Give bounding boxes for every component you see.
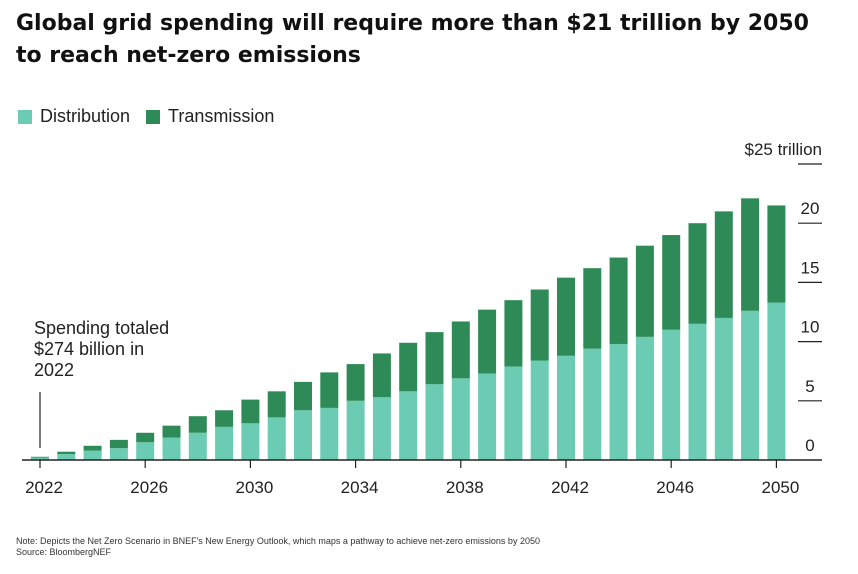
bar-distribution-2049 [741, 310, 760, 460]
footnote: Note: Depicts the Net Zero Scenario in B… [16, 536, 540, 558]
bar-transmission-2038 [451, 321, 470, 379]
bar-distribution-2026 [136, 442, 155, 460]
x-tick-label: 2034 [341, 478, 379, 497]
y-tick-label: 20 [801, 199, 820, 218]
bar-transmission-2046 [662, 235, 681, 330]
annotation-line: Spending totaled [34, 318, 170, 338]
bar-distribution-2029 [215, 426, 234, 460]
bar-transmission-2048 [714, 211, 733, 318]
bar-transmission-2039 [478, 309, 497, 374]
bar-transmission-2044 [609, 257, 628, 344]
legend-swatch-distribution [18, 109, 32, 124]
bar-distribution-2023 [57, 454, 76, 460]
bar-transmission-2049 [741, 198, 760, 311]
bar-distribution-2042 [557, 355, 575, 460]
chart-title: Global grid spending will require more t… [16, 11, 809, 68]
y-tick-label: 5 [805, 377, 814, 396]
x-tick-label: 2050 [761, 478, 799, 497]
annotation-line: 2022 [34, 360, 75, 380]
bar-transmission-2024 [83, 445, 102, 451]
bar-distribution-2036 [399, 391, 418, 460]
legend-swatch-transmission [146, 109, 161, 124]
y-tick-label: 10 [801, 318, 820, 337]
bar-distribution-2027 [162, 437, 181, 460]
bar-distribution-2032 [294, 410, 312, 460]
bar-distribution-2046 [662, 329, 681, 460]
bar-transmission-2047 [688, 223, 707, 324]
bar-transmission-2028 [188, 416, 207, 433]
bar-distribution-2048 [714, 317, 733, 460]
legend-item-transmission: Transmission [146, 106, 274, 127]
x-tick-label: 2026 [130, 478, 168, 497]
x-tick-label: 2030 [235, 478, 273, 497]
bar-transmission-2031 [267, 391, 286, 418]
bar-transmission-2023 [57, 451, 76, 455]
legend-label-distribution: Distribution [40, 106, 131, 126]
bar-transmission-2026 [136, 432, 155, 443]
bar-transmission-2045 [635, 245, 654, 337]
y-tick-label: 15 [801, 258, 820, 277]
bar-distribution-2035 [372, 397, 391, 460]
y-tick-label: 0 [805, 436, 814, 455]
legend: Distribution Transmission [18, 106, 290, 127]
bar-distribution-2045 [635, 336, 654, 460]
bar-transmission-2027 [162, 425, 181, 438]
note-text: Note: Depicts the Net Zero Scenario in B… [16, 536, 540, 546]
bar-distribution-2044 [609, 343, 628, 460]
bar-transmission-2037 [425, 332, 444, 385]
bar-distribution-2028 [188, 432, 207, 460]
bar-distribution-2034 [346, 400, 365, 460]
bar-distribution-2041 [530, 360, 549, 460]
bar-distribution-2037 [425, 384, 444, 460]
bar-transmission-2030 [241, 399, 260, 424]
legend-label-transmission: Transmission [168, 106, 275, 126]
bar-distribution-2039 [478, 373, 497, 460]
bar-transmission-2033 [320, 372, 339, 408]
legend-item-distribution: Distribution [18, 106, 130, 127]
bar-distribution-2043 [583, 348, 602, 460]
bar-transmission-2022 [31, 456, 49, 458]
bar-transmission-2032 [294, 381, 312, 411]
annotation-text: Spending totaled $274 billion in 2022 [34, 318, 204, 381]
bar-distribution-2040 [504, 366, 523, 460]
bar-distribution-2050 [767, 302, 786, 460]
source-text: Source: BloombergNEF [16, 547, 112, 557]
bar-transmission-2034 [346, 364, 365, 401]
bar-transmission-2025 [109, 439, 128, 449]
bar-distribution-2033 [320, 407, 339, 460]
y-tick-label: $25 trillion [745, 140, 823, 159]
bar-transmission-2041 [530, 289, 549, 361]
bar-distribution-2031 [267, 417, 286, 460]
bar-distribution-2030 [241, 423, 260, 460]
bar-transmission-2043 [583, 268, 602, 349]
bar-distribution-2038 [451, 378, 470, 460]
x-tick-label: 2038 [446, 478, 484, 497]
annotation-line: $274 billion in [34, 339, 145, 359]
bar-distribution-2024 [83, 450, 102, 460]
bar-transmission-2050 [767, 205, 786, 303]
x-tick-label: 2042 [551, 478, 589, 497]
x-tick-label: 2046 [656, 478, 694, 497]
bar-transmission-2036 [399, 342, 418, 392]
bar-transmission-2040 [504, 300, 523, 367]
bar-distribution-2047 [688, 323, 707, 460]
bar-transmission-2042 [557, 277, 575, 356]
x-tick-label: 2022 [25, 478, 63, 497]
bar-distribution-2022 [31, 457, 49, 460]
bar-distribution-2025 [109, 448, 128, 460]
bar-transmission-2029 [215, 410, 234, 427]
bar-transmission-2035 [372, 353, 391, 398]
